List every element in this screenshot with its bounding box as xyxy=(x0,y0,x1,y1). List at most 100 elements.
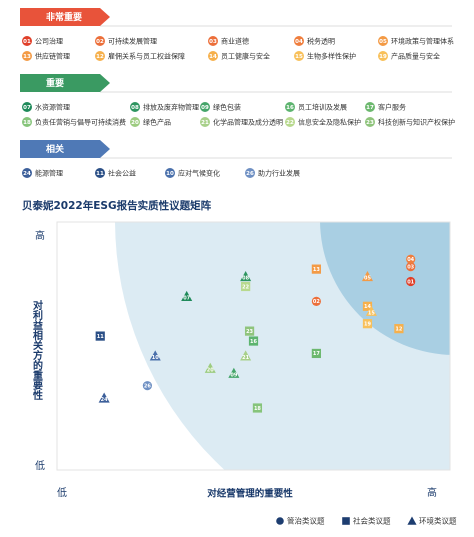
point-label: 05 xyxy=(364,276,371,282)
issue-text: 绿色产品 xyxy=(143,117,171,126)
x-tick-label: 高 xyxy=(427,486,437,499)
x-axis-label: 对经营管理的重要性 xyxy=(207,488,293,500)
issue-number: 20 xyxy=(131,120,139,126)
issue-point xyxy=(142,381,152,391)
point-label: 11 xyxy=(97,334,104,340)
issue-point xyxy=(228,367,240,378)
issue-badge xyxy=(22,168,32,178)
issue-text: 排放及废弃物管理 xyxy=(143,102,199,111)
point-label: 26 xyxy=(144,383,151,389)
group-title: 相关 xyxy=(46,143,64,155)
legend-marker xyxy=(276,517,284,525)
issue-number: 09 xyxy=(201,105,209,111)
y-tick-label: 高 xyxy=(35,229,45,242)
point-label: 20 xyxy=(207,367,214,373)
issue-badge xyxy=(365,102,375,112)
issue-number: 11 xyxy=(96,171,104,177)
issue-text: 商业道德 xyxy=(221,36,249,45)
issue-badge xyxy=(365,117,375,127)
issue-number: 01 xyxy=(23,39,31,45)
issue-point xyxy=(406,276,416,287)
issue-number: 15 xyxy=(295,54,303,60)
issue-number: 04 xyxy=(295,39,303,45)
issue-text: 产品质量与安全 xyxy=(391,51,440,60)
issue-text: 负责任营销与倡导可持续消费 xyxy=(35,117,126,126)
point-label: 01 xyxy=(407,279,414,285)
y-axis-label: 对利益相关方的重要性 xyxy=(31,299,44,401)
issue-number: 08 xyxy=(131,105,139,111)
issue-number: 10 xyxy=(166,171,174,177)
issue-text: 能源管理 xyxy=(35,168,63,177)
issue-point xyxy=(241,281,251,292)
issue-badge xyxy=(285,102,295,112)
issue-badge xyxy=(22,51,32,61)
issue-point xyxy=(311,296,321,306)
x-tick-label: 低 xyxy=(57,486,67,499)
point-label: 23 xyxy=(246,329,253,335)
issue-badge xyxy=(208,36,218,46)
issue-point xyxy=(181,290,193,301)
issue-badge xyxy=(285,117,295,127)
issue-point xyxy=(248,336,259,346)
issue-text: 员工培训及发展 xyxy=(298,102,347,111)
issue-number: 12 xyxy=(96,54,104,60)
issue-text: 雇佣关系与员工权益保障 xyxy=(108,51,185,60)
issue-text: 公司治理 xyxy=(35,36,63,45)
issue-point xyxy=(365,305,377,316)
issue-point xyxy=(204,362,216,373)
group-title: 非常重要 xyxy=(46,11,82,23)
point-label: 21 xyxy=(242,355,249,361)
issue-text: 信息安全及隐私保护 xyxy=(298,117,361,126)
issue-point xyxy=(311,264,321,274)
point-label: 18 xyxy=(254,406,261,412)
point-label: 24 xyxy=(101,397,108,403)
issue-point xyxy=(394,324,404,334)
legend-label: 管治类议题 xyxy=(287,516,325,526)
point-label: 13 xyxy=(313,267,320,273)
issue-text: 助力行业发展 xyxy=(258,168,300,177)
issue-badge xyxy=(378,36,388,46)
point-label: 16 xyxy=(250,339,257,345)
issue-text: 社会公益 xyxy=(108,168,136,177)
issue-badge xyxy=(294,36,304,46)
issue-point xyxy=(240,271,252,282)
header-tab xyxy=(20,74,110,92)
issue-number: 07 xyxy=(23,105,31,111)
issue-badge xyxy=(95,51,105,61)
issue-text: 环境政策与管理体系 xyxy=(391,36,454,45)
point-label: 22 xyxy=(242,284,249,290)
issue-badge xyxy=(200,102,210,112)
issue-point xyxy=(311,348,321,359)
issue-badge xyxy=(245,168,255,178)
issue-badge xyxy=(165,168,175,178)
issue-text: 绿色包装 xyxy=(213,102,241,111)
issue-number: 02 xyxy=(96,39,104,45)
issue-badge xyxy=(200,117,210,127)
chart-title: 贝泰妮2022年ESG报告实质性议题矩阵 xyxy=(22,199,212,212)
issue-badge xyxy=(95,36,105,46)
issue-point xyxy=(406,254,416,264)
issue-number: 13 xyxy=(23,54,31,60)
issue-point xyxy=(240,350,252,361)
legend-label: 社会类议题 xyxy=(353,516,391,526)
issue-number: 17 xyxy=(366,105,374,111)
issue-number: 22 xyxy=(286,120,294,126)
issue-text: 员工健康与安全 xyxy=(221,51,270,60)
issue-number: 14 xyxy=(209,54,217,60)
point-label: 09 xyxy=(230,372,237,378)
issue-point xyxy=(252,403,263,413)
legend-label: 环境类议题 xyxy=(419,516,457,526)
point-label: 19 xyxy=(364,321,371,327)
point-label: 12 xyxy=(395,326,402,332)
issue-badge xyxy=(130,117,140,127)
issue-text: 化学品管理及成分透明 xyxy=(213,117,283,126)
issue-point xyxy=(95,331,105,341)
point-label: 03 xyxy=(407,264,414,270)
group-title: 重要 xyxy=(46,77,64,89)
issue-badge xyxy=(208,51,218,61)
issue-point xyxy=(98,392,110,403)
issue-text: 生物多样性保护 xyxy=(307,51,356,60)
issue-text: 税务透明 xyxy=(307,36,335,45)
issue-point xyxy=(406,262,416,272)
